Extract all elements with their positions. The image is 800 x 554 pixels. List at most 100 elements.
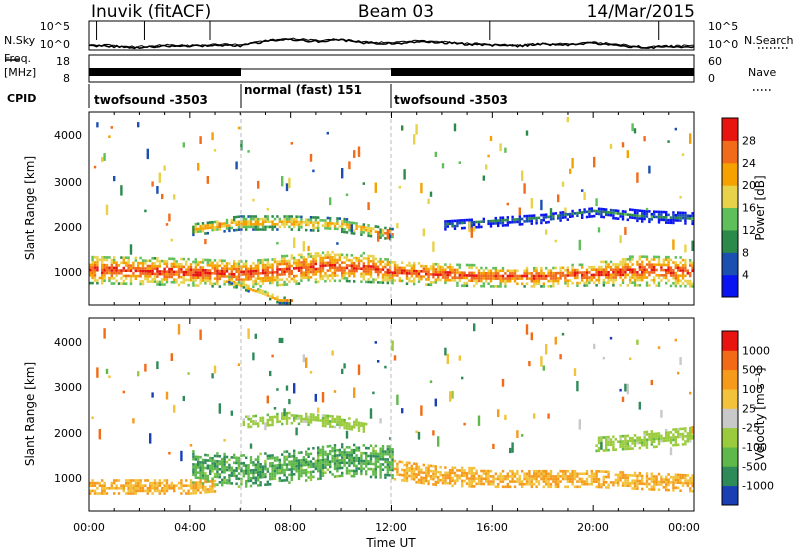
heatmap-cell xyxy=(655,437,658,441)
heatmap-cell xyxy=(307,268,310,271)
heatmap-cell xyxy=(307,278,310,282)
heatmap-cell xyxy=(631,474,634,477)
beam-title: Beam 03 xyxy=(358,2,434,22)
heatmap-cell xyxy=(629,216,632,219)
heatmap-cell xyxy=(470,276,473,280)
heatmap-cell xyxy=(389,266,392,269)
heatmap-cell xyxy=(194,458,197,461)
colorbar-swatch xyxy=(722,389,738,409)
heatmap-cell xyxy=(677,276,680,280)
heatmap-cell xyxy=(297,264,301,267)
heatmap-cell xyxy=(317,224,320,227)
heatmap-cell xyxy=(444,347,447,356)
heatmap-cell xyxy=(180,265,183,269)
heatmap-cell xyxy=(345,225,349,229)
heatmap-cell xyxy=(530,279,533,283)
heatmap-cell xyxy=(314,464,317,468)
heatmap-cell xyxy=(237,459,241,462)
heatmap-cell xyxy=(156,283,159,286)
heatmap-cell xyxy=(228,479,231,482)
heatmap-cell xyxy=(655,475,658,478)
heatmap-cell xyxy=(384,258,387,261)
heatmap-cell xyxy=(617,440,620,443)
heatmap-cell xyxy=(396,266,399,269)
heatmap-cell xyxy=(453,268,457,272)
heatmap-cell xyxy=(655,255,658,259)
heatmap-cell xyxy=(614,438,617,441)
heatmap-cell xyxy=(413,470,416,473)
heatmap-cell xyxy=(669,431,673,434)
heatmap-cell xyxy=(290,465,293,469)
heatmap-cell xyxy=(216,454,219,458)
heatmap-cell xyxy=(309,462,313,466)
heatmap-cell xyxy=(600,483,603,486)
heatmap-cell xyxy=(432,483,435,486)
heatmap-cell xyxy=(357,256,361,260)
heatmap-cell xyxy=(415,275,418,278)
heatmap-cell xyxy=(427,464,430,467)
heatmap-cell xyxy=(633,271,637,274)
heatmap-cell xyxy=(662,263,665,267)
heatmap-cell xyxy=(485,272,488,275)
heatmap-cell xyxy=(240,278,243,281)
heatmap-cell xyxy=(506,221,509,224)
heatmap-cell xyxy=(285,450,289,453)
heatmap-cell xyxy=(336,420,339,424)
heatmap-cell xyxy=(653,437,656,441)
heatmap-cell xyxy=(151,392,154,398)
heatmap-cell xyxy=(257,228,260,231)
heatmap-cell xyxy=(122,390,125,394)
heatmap-cell xyxy=(410,269,413,273)
heatmap-cell xyxy=(146,148,149,160)
heatmap-cell xyxy=(384,458,387,461)
heatmap-cell xyxy=(516,220,519,224)
heatmap-cell xyxy=(689,476,692,480)
heatmap-cell xyxy=(595,212,598,215)
x-tick-2400: 00:00 xyxy=(668,521,700,534)
heatmap-cell xyxy=(612,278,615,282)
heatmap-cell xyxy=(689,439,692,443)
heatmap-cell xyxy=(593,214,596,218)
heatmap-cell xyxy=(535,282,538,286)
heatmap-cell xyxy=(523,274,526,278)
heatmap-cell xyxy=(655,210,658,214)
heatmap-cell xyxy=(557,482,560,486)
heatmap-cell xyxy=(139,481,142,485)
heatmap-cell xyxy=(614,211,617,215)
heatmap-cell xyxy=(689,274,692,278)
heatmap-cell xyxy=(631,447,634,450)
heatmap-cell xyxy=(403,476,406,480)
heatmap-cell xyxy=(144,484,147,487)
heatmap-cell xyxy=(233,265,236,268)
heatmap-cell xyxy=(89,263,92,267)
heatmap-cell xyxy=(405,264,409,267)
heatmap-cell xyxy=(201,271,205,275)
heatmap-cell xyxy=(597,483,601,486)
heatmap-cell xyxy=(223,275,226,278)
heatmap-cell xyxy=(211,264,214,267)
heatmap-cell xyxy=(216,462,219,466)
heatmap-cell xyxy=(617,265,620,269)
heatmap-cell xyxy=(326,251,329,254)
heatmap-cell xyxy=(324,424,327,428)
heatmap-cell xyxy=(662,478,665,481)
heatmap-cell xyxy=(295,282,298,286)
nave-tick-top: 60 xyxy=(708,55,722,68)
power-colorbar-tick: 4 xyxy=(742,269,749,282)
colorbar-swatch xyxy=(722,140,738,164)
heatmap-cell xyxy=(341,261,344,264)
heatmap-cell xyxy=(216,483,219,486)
heatmap-cell xyxy=(129,279,133,283)
heatmap-cell xyxy=(288,259,291,263)
heatmap-cell xyxy=(369,280,373,284)
heatmap-cell xyxy=(173,489,176,493)
heatmap-cell xyxy=(549,208,553,216)
heatmap-cell xyxy=(233,456,236,459)
heatmap-cell xyxy=(504,147,507,153)
heatmap-cell xyxy=(653,485,656,489)
heatmap-cell xyxy=(192,492,195,495)
heatmap-cell xyxy=(554,266,557,270)
heatmap-cell xyxy=(518,477,521,481)
heatmap-cell xyxy=(547,220,550,224)
heatmap-cell xyxy=(398,460,401,464)
